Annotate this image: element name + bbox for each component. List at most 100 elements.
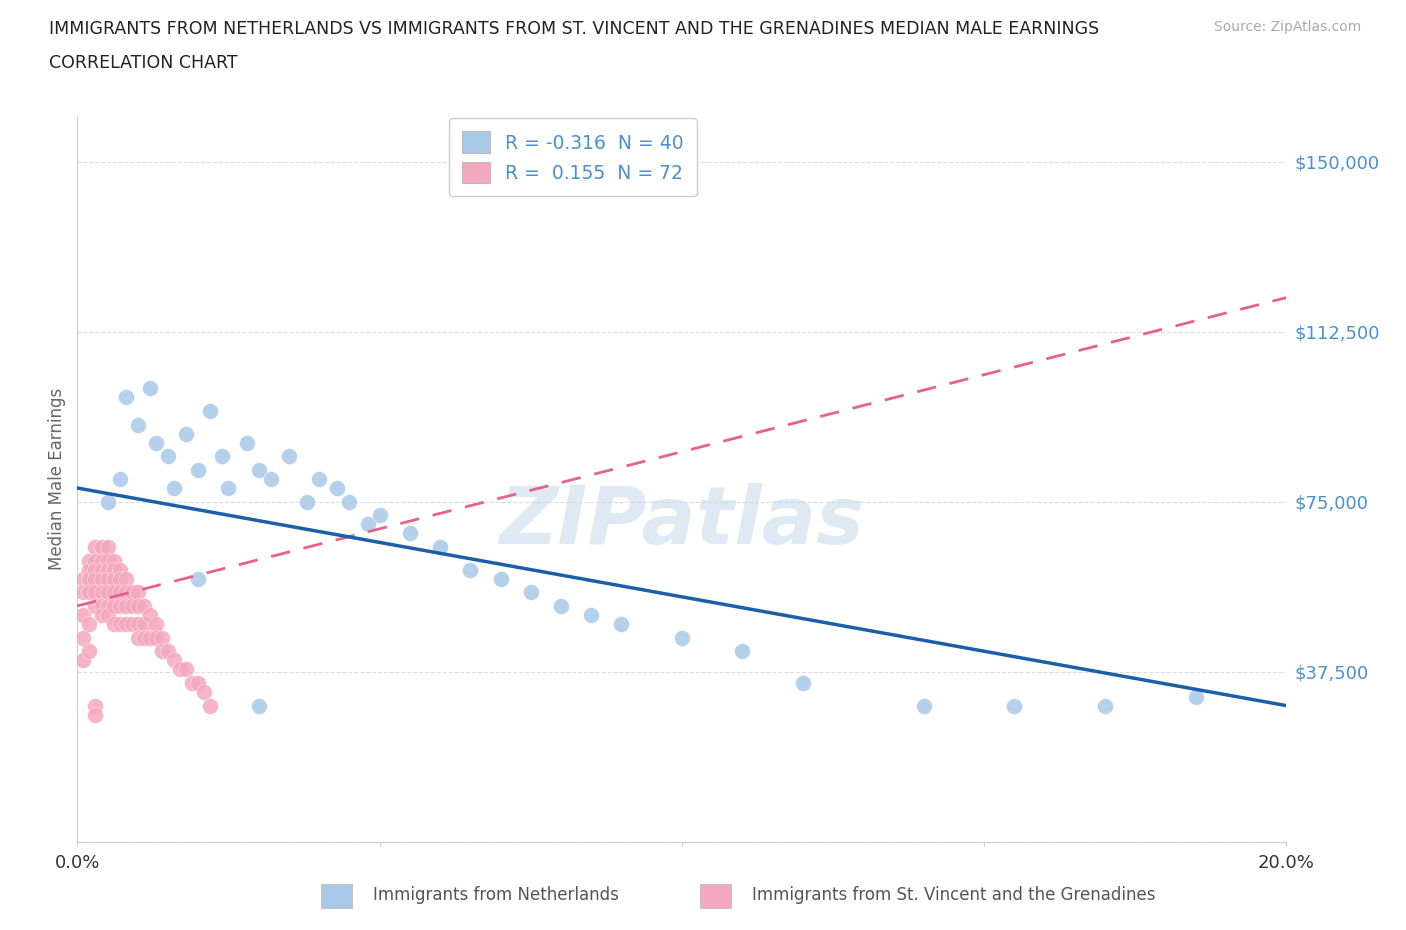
- Point: [671, 631, 693, 645]
- Point: [84, 562, 107, 577]
- Point: [96, 553, 118, 568]
- Point: [187, 571, 209, 586]
- Point: [84, 708, 107, 723]
- Point: [308, 472, 330, 486]
- Point: [163, 481, 186, 496]
- Point: [84, 599, 107, 614]
- Point: [169, 662, 191, 677]
- Point: [174, 662, 197, 677]
- Point: [132, 617, 155, 631]
- Point: [103, 617, 125, 631]
- Point: [150, 631, 173, 645]
- Point: [368, 508, 391, 523]
- Point: [72, 571, 94, 586]
- Point: [1004, 698, 1026, 713]
- Point: [127, 599, 149, 614]
- Point: [96, 607, 118, 622]
- Point: [108, 472, 131, 486]
- Point: [90, 599, 112, 614]
- Point: [132, 631, 155, 645]
- Point: [79, 553, 101, 568]
- Point: [79, 585, 101, 600]
- Point: [132, 599, 155, 614]
- Point: [200, 698, 222, 713]
- Point: [103, 571, 125, 586]
- Point: [211, 449, 233, 464]
- Point: [200, 404, 222, 418]
- Point: [84, 585, 107, 600]
- Point: [429, 539, 451, 554]
- Point: [247, 462, 270, 477]
- Text: Immigrants from Netherlands: Immigrants from Netherlands: [373, 885, 619, 904]
- Y-axis label: Median Male Earnings: Median Male Earnings: [48, 388, 66, 570]
- Point: [90, 562, 112, 577]
- Point: [103, 562, 125, 577]
- Point: [581, 607, 603, 622]
- Point: [157, 449, 180, 464]
- Point: [121, 585, 143, 600]
- Point: [90, 539, 112, 554]
- Text: IMMIGRANTS FROM NETHERLANDS VS IMMIGRANTS FROM ST. VINCENT AND THE GRENADINES ME: IMMIGRANTS FROM NETHERLANDS VS IMMIGRANT…: [49, 20, 1099, 38]
- Point: [150, 644, 173, 658]
- Point: [79, 644, 101, 658]
- Point: [84, 553, 107, 568]
- Point: [96, 585, 118, 600]
- Point: [96, 562, 118, 577]
- Point: [108, 562, 131, 577]
- Point: [84, 539, 107, 554]
- Point: [72, 607, 94, 622]
- Point: [187, 675, 209, 690]
- Point: [247, 698, 270, 713]
- Point: [139, 631, 162, 645]
- Point: [72, 653, 94, 668]
- Point: [96, 599, 118, 614]
- Point: [79, 617, 101, 631]
- Text: Immigrants from St. Vincent and the Grenadines: Immigrants from St. Vincent and the Gren…: [752, 885, 1156, 904]
- Point: [399, 526, 422, 541]
- Point: [337, 494, 360, 509]
- Point: [90, 607, 112, 622]
- Legend: R = -0.316  N = 40, R =  0.155  N = 72: R = -0.316 N = 40, R = 0.155 N = 72: [449, 118, 697, 196]
- Point: [218, 481, 240, 496]
- Point: [235, 435, 257, 450]
- Point: [550, 599, 572, 614]
- Point: [792, 675, 814, 690]
- Point: [79, 571, 101, 586]
- Point: [181, 675, 204, 690]
- Point: [163, 653, 186, 668]
- Point: [174, 426, 197, 441]
- Point: [731, 644, 754, 658]
- Point: [326, 481, 349, 496]
- Point: [96, 571, 118, 586]
- Point: [187, 462, 209, 477]
- Point: [72, 585, 94, 600]
- Text: Source: ZipAtlas.com: Source: ZipAtlas.com: [1213, 20, 1361, 34]
- Point: [108, 599, 131, 614]
- Point: [103, 585, 125, 600]
- Point: [90, 571, 112, 586]
- Point: [145, 617, 167, 631]
- Point: [84, 571, 107, 586]
- Point: [127, 617, 149, 631]
- Point: [90, 585, 112, 600]
- Point: [139, 607, 162, 622]
- Point: [114, 599, 136, 614]
- Text: CORRELATION CHART: CORRELATION CHART: [49, 54, 238, 72]
- Point: [145, 435, 167, 450]
- Point: [139, 381, 162, 396]
- Point: [108, 617, 131, 631]
- Point: [90, 553, 112, 568]
- Point: [127, 585, 149, 600]
- Point: [260, 472, 283, 486]
- Point: [127, 631, 149, 645]
- Point: [121, 599, 143, 614]
- Point: [295, 494, 318, 509]
- Point: [157, 644, 180, 658]
- Point: [520, 585, 543, 600]
- Point: [114, 390, 136, 405]
- Point: [121, 617, 143, 631]
- Point: [1184, 689, 1206, 704]
- Point: [108, 585, 131, 600]
- Point: [96, 494, 118, 509]
- Point: [610, 617, 633, 631]
